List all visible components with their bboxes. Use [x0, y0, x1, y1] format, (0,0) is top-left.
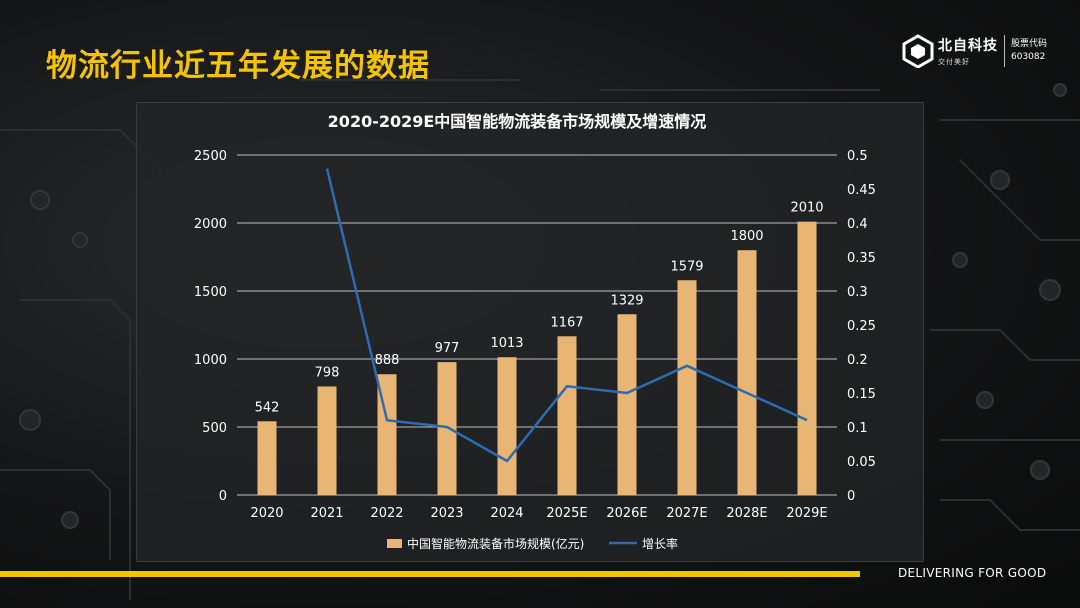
bar-value-label: 1800: [730, 229, 763, 244]
bar: [437, 362, 457, 495]
logo-divider: [1004, 35, 1005, 67]
bar: [737, 250, 757, 495]
x-tick-label: 2022: [370, 506, 403, 521]
combo-chart: 2020-2029E中国智能物流装备市场规模及增速情况 0 500 1000 1500 2…: [194, 112, 876, 551]
bar: [557, 336, 577, 495]
tagline: DELIVERING FOR GOOD: [898, 566, 1047, 580]
y-right-tick-label: 0.3: [847, 285, 868, 300]
bottom-accent-bar: [0, 571, 860, 577]
bar-value-label: 2010: [790, 201, 823, 216]
bar: [497, 357, 517, 495]
bar: [677, 280, 697, 495]
logo-name: 北自科技: [938, 38, 998, 54]
chart-title: 2020-2029E中国智能物流装备市场规模及增速情况: [328, 112, 707, 131]
x-tick-label: 2021: [310, 506, 343, 521]
bar: [797, 221, 817, 495]
y-left-tick-label: 1500: [194, 285, 227, 300]
legend-bar-label: 中国智能物流装备市场规模(亿元): [407, 536, 584, 551]
y-left-tick-label: 1000: [194, 353, 227, 368]
y-right-tick-label: 0.05: [847, 455, 876, 470]
slide-title: 物流行业近五年发展的数据: [46, 48, 430, 84]
bar-value-label: 1013: [490, 336, 523, 351]
y-left-tick-label: 500: [202, 421, 227, 436]
legend-bar-swatch: [387, 539, 402, 548]
x-tick-label: 2023: [430, 506, 463, 521]
y-right-tick-label: 0.1: [847, 421, 868, 436]
y-left-tick-label: 0: [219, 489, 227, 504]
chart-panel: 2020-2029E中国智能物流装备市场规模及增速情况 0 500 1000 1500 2…: [136, 102, 924, 562]
y-right-tick-label: 0.15: [847, 387, 876, 402]
bar-value-label: 1167: [550, 315, 583, 330]
y-left-tick-label: 2500: [194, 149, 227, 164]
bar-value-label: 888: [375, 353, 400, 368]
bar-value-label: 977: [435, 341, 460, 356]
x-tick-label: 2024: [490, 506, 523, 521]
bar: [317, 386, 337, 495]
legend-line-label: 增长率: [642, 536, 678, 551]
y-right-tick-label: 0.35: [847, 251, 876, 266]
y-right-tick-label: 0.45: [847, 183, 876, 198]
bar-value-label: 542: [255, 400, 280, 415]
bar-value-label: 1579: [670, 259, 703, 274]
cube-logo-icon: [902, 34, 934, 68]
stock-code: 603082: [1011, 52, 1046, 62]
stock-label: 股票代码: [1011, 39, 1048, 49]
company-logo: 北自科技 交付美好 股票代码 603082: [902, 30, 1062, 72]
x-tick-label: 2026E: [606, 506, 647, 521]
x-tick-label: 2025E: [546, 506, 587, 521]
y-right-tick-label: 0.4: [847, 217, 868, 232]
logo-slogan: 交付美好: [938, 58, 970, 66]
x-tick-label: 2029E: [786, 506, 827, 521]
growth-rate-line: [325, 168, 808, 463]
y-right-tick-label: 0.25: [847, 319, 876, 334]
bar: [257, 421, 277, 495]
y-right-tick-label: 0.2: [847, 353, 868, 368]
y-left-tick-label: 2000: [194, 217, 227, 232]
x-tick-label: 2028E: [726, 506, 767, 521]
y-right-tick-label: 0.5: [847, 149, 868, 164]
bar-value-label: 1329: [610, 293, 643, 308]
bar: [617, 314, 637, 495]
bar-value-label: 798: [315, 365, 340, 380]
x-tick-label: 2020: [250, 506, 283, 521]
x-tick-label: 2027E: [666, 506, 707, 521]
y-right-tick-label: 0: [847, 489, 855, 504]
